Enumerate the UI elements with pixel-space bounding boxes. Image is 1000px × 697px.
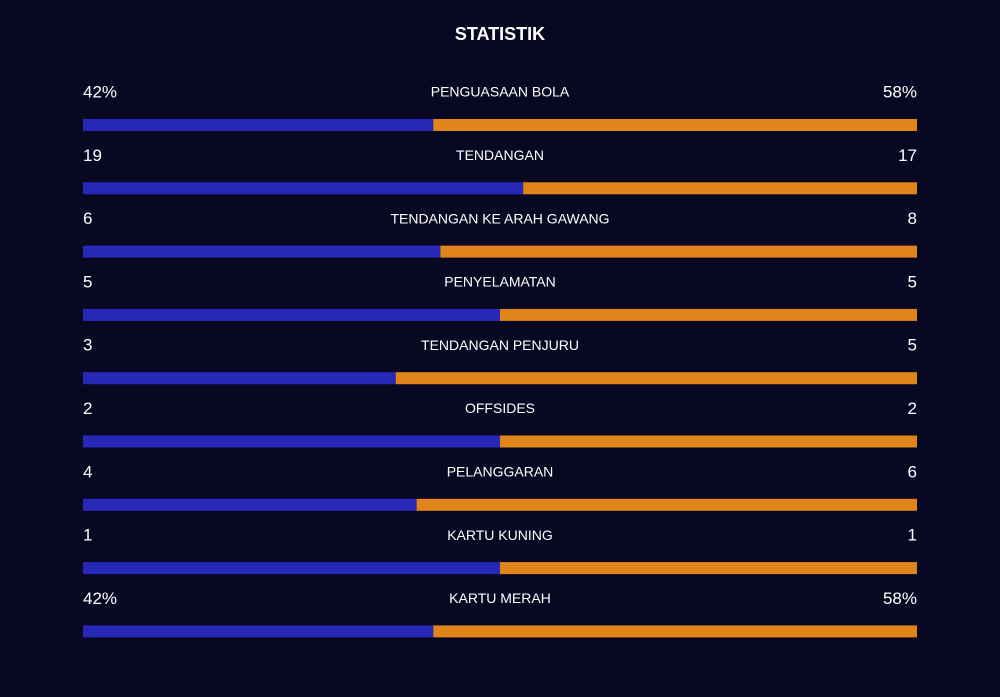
home-value: 2 <box>83 399 92 418</box>
stat-label: TENDANGAN KE ARAH GAWANG <box>390 210 609 226</box>
home-value: 1 <box>83 526 92 545</box>
away-bar <box>433 625 917 638</box>
title: STATISTIK <box>455 24 545 44</box>
away-value: 1 <box>908 526 917 545</box>
home-value: 6 <box>83 209 92 228</box>
home-value: 42% <box>83 589 117 608</box>
home-bar <box>83 372 396 385</box>
stat-label: PELANGGARAN <box>447 464 554 480</box>
home-bar <box>83 119 434 131</box>
stat-label: TENDANGAN PENJURU <box>421 337 579 353</box>
home-value: 5 <box>83 272 92 291</box>
home-bar <box>83 245 441 258</box>
away-value: 5 <box>908 336 917 355</box>
away-bar <box>416 498 917 511</box>
home-bar <box>83 435 500 448</box>
stat-label: KARTU KUNING <box>447 527 553 543</box>
away-value: 58% <box>883 82 917 101</box>
stat-label: PENGUASAAN BOLA <box>431 84 570 100</box>
home-bar <box>83 625 434 638</box>
away-bar <box>440 245 917 258</box>
home-value: 42% <box>83 82 117 101</box>
away-bar <box>395 372 917 385</box>
stat-label: TENDANGAN <box>456 147 544 163</box>
away-value: 5 <box>908 272 917 291</box>
away-bar <box>500 562 917 575</box>
away-value: 2 <box>908 399 917 418</box>
home-value: 3 <box>83 336 92 355</box>
away-value: 8 <box>908 209 917 228</box>
home-value: 4 <box>83 462 92 481</box>
away-bar <box>500 308 917 321</box>
away-bar <box>523 182 917 195</box>
away-bar <box>500 435 917 448</box>
away-value: 17 <box>898 146 917 165</box>
away-bar <box>433 119 917 131</box>
away-value: 6 <box>908 462 917 481</box>
home-value: 19 <box>83 146 102 165</box>
stat-label: OFFSIDES <box>465 400 535 416</box>
home-bar <box>83 182 524 195</box>
home-bar <box>83 308 500 321</box>
home-bar <box>83 562 500 575</box>
stat-label: PENYELAMATAN <box>444 274 556 290</box>
stat-label: KARTU MERAH <box>449 590 551 606</box>
away-value: 58% <box>883 589 917 608</box>
home-bar <box>83 498 417 511</box>
